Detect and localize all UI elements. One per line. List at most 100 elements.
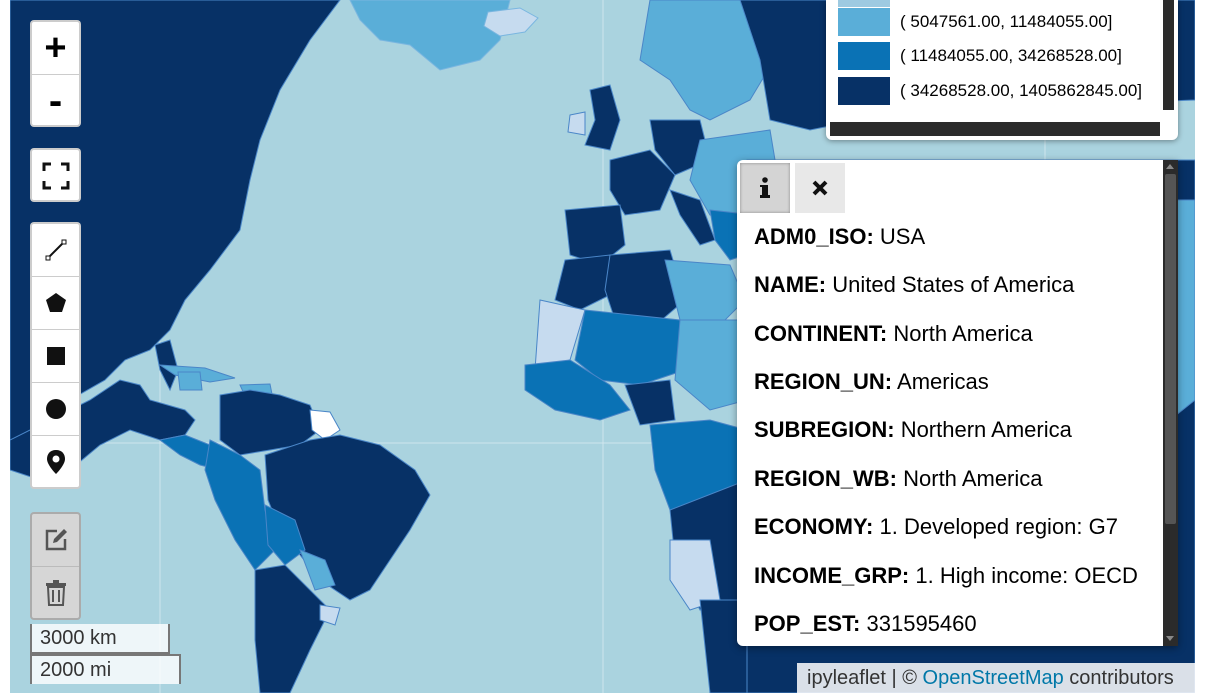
- field-value: United States of America: [832, 272, 1075, 297]
- attribution-suffix: contributors: [1063, 667, 1174, 689]
- field-key: NAME:: [754, 272, 827, 297]
- legend-swatch: [838, 42, 890, 70]
- field-name: NAME: United States of America: [754, 272, 1074, 298]
- field-key: REGION_UN:: [754, 369, 893, 394]
- nigeria: [624, 379, 676, 426]
- popup-scroll-thumb[interactable]: [1165, 174, 1176, 524]
- legend-swatch: [838, 8, 890, 36]
- field-subregion: SUBREGION: Northern America: [754, 417, 1072, 443]
- chad-sudan: [674, 319, 748, 411]
- legend-swatch: [838, 77, 890, 105]
- popup-tabs: [740, 163, 850, 213]
- field-key: ECONOMY:: [754, 514, 874, 539]
- trash-icon: [45, 580, 66, 606]
- legend-item-partial: [838, 0, 900, 8]
- field-economy: ECONOMY: 1. Developed region: G7: [754, 514, 1118, 540]
- field-region-un: REGION_UN: Americas: [754, 369, 989, 395]
- field-value: Americas: [897, 369, 989, 394]
- field-adm0-iso: ADM0_ISO: USA: [754, 224, 925, 250]
- field-value: North America: [903, 466, 1043, 491]
- legend[interactable]: ( 5047561.00, 11484055.00] ( 11484055.00…: [826, 0, 1178, 140]
- field-pop-est: POP_EST: 331595460: [754, 611, 977, 637]
- polygon-icon: [45, 293, 66, 312]
- rectangle-icon: [46, 347, 65, 365]
- info-icon: [760, 177, 770, 198]
- map-canvas[interactable]: + -: [10, 0, 1195, 693]
- fullscreen-icon: [42, 162, 69, 190]
- argentina: [254, 564, 331, 693]
- field-value: USA: [879, 224, 926, 249]
- close-tab[interactable]: [795, 163, 845, 213]
- uruguay: [319, 604, 341, 626]
- uk: [584, 84, 621, 151]
- field-key: ADM0_ISO:: [754, 224, 874, 249]
- delete-layers-button[interactable]: [32, 567, 79, 618]
- field-income-grp: INCOME_GRP: 1. High income: OECD: [754, 563, 1138, 589]
- scale-km: 3000 km: [30, 624, 170, 654]
- field-value: 1. High income: OECD: [915, 563, 1138, 588]
- legend-label: ( 5047561.00, 11484055.00]: [900, 12, 1113, 31]
- legend-horizontal-scrollbar[interactable]: [830, 122, 1160, 136]
- west-africa: [524, 359, 631, 421]
- attribution-prefix: ipyleaflet | ©: [807, 667, 923, 689]
- morocco: [554, 254, 621, 311]
- bolivia: [264, 504, 306, 566]
- legend-item: ( 34268528.00, 1405862845.00]: [838, 76, 1142, 106]
- legend-scroll-thumb[interactable]: [1163, 0, 1174, 110]
- zoom-control: + -: [30, 20, 81, 127]
- scale-mi: 2000 mi: [30, 654, 181, 684]
- southern-africa: [699, 599, 748, 693]
- ecuador-peru: [204, 439, 276, 571]
- draw-polyline-button[interactable]: [32, 224, 79, 277]
- draw-circle-button[interactable]: [32, 383, 79, 436]
- field-key: REGION_WB:: [754, 466, 897, 491]
- scroll-up-arrow[interactable]: [1166, 164, 1174, 169]
- edit-toolbar: [30, 512, 81, 620]
- field-value: North America: [893, 321, 1033, 346]
- popup-scrollbar[interactable]: [1163, 160, 1178, 646]
- field-key: CONTINENT:: [754, 321, 888, 346]
- field-key: INCOME_GRP:: [754, 563, 910, 588]
- field-region-wb: REGION_WB: North America: [754, 466, 1043, 492]
- legend-label: ( 11484055.00, 34268528.00]: [900, 46, 1122, 65]
- zoom-out-button[interactable]: -: [48, 78, 63, 123]
- info-tab[interactable]: [740, 163, 790, 213]
- marker-icon: [46, 450, 65, 474]
- polyline-icon: [45, 239, 66, 261]
- colombia-venezuela: [219, 389, 321, 456]
- libya: [664, 259, 746, 331]
- greenland: [349, 0, 511, 71]
- field-value: 1. Developed region: G7: [879, 514, 1119, 539]
- guyana: [309, 409, 341, 441]
- draw-polygon-button[interactable]: [32, 277, 79, 330]
- iceland: [483, 7, 539, 37]
- field-continent: CONTINENT: North America: [754, 321, 1033, 347]
- caribbean-small: [177, 371, 203, 391]
- legend-swatch: [838, 0, 890, 7]
- france: [609, 149, 676, 216]
- zoom-in-button[interactable]: +: [32, 22, 79, 75]
- italy: [669, 189, 716, 246]
- field-value: 331595460: [866, 611, 977, 636]
- attribution: ipyleaflet | © OpenStreetMap contributor…: [797, 663, 1195, 693]
- close-icon: [812, 180, 828, 196]
- paraguay: [299, 549, 336, 591]
- field-key: SUBREGION:: [754, 417, 895, 442]
- fullscreen-button[interactable]: [32, 150, 79, 200]
- legend-label: ( 34268528.00, 1405862845.00]: [900, 81, 1143, 100]
- edit-layers-button[interactable]: [32, 514, 79, 567]
- fullscreen-control: [30, 148, 81, 202]
- ireland: [567, 111, 586, 136]
- legend-item: ( 11484055.00, 34268528.00]: [838, 41, 1122, 71]
- field-value: Northern America: [900, 417, 1072, 442]
- edit-icon: [45, 529, 67, 551]
- field-key: POP_EST:: [754, 611, 861, 636]
- draw-toolbar: [30, 222, 81, 489]
- osm-link[interactable]: OpenStreetMap: [922, 667, 1064, 689]
- legend-vertical-scrollbar[interactable]: [1161, 0, 1176, 122]
- feature-popup: ADM0_ISO: USA NAME: United States of Ame…: [737, 160, 1178, 646]
- draw-marker-button[interactable]: [32, 436, 79, 487]
- circle-icon: [45, 399, 66, 419]
- scroll-down-arrow[interactable]: [1166, 636, 1174, 641]
- draw-rectangle-button[interactable]: [32, 330, 79, 383]
